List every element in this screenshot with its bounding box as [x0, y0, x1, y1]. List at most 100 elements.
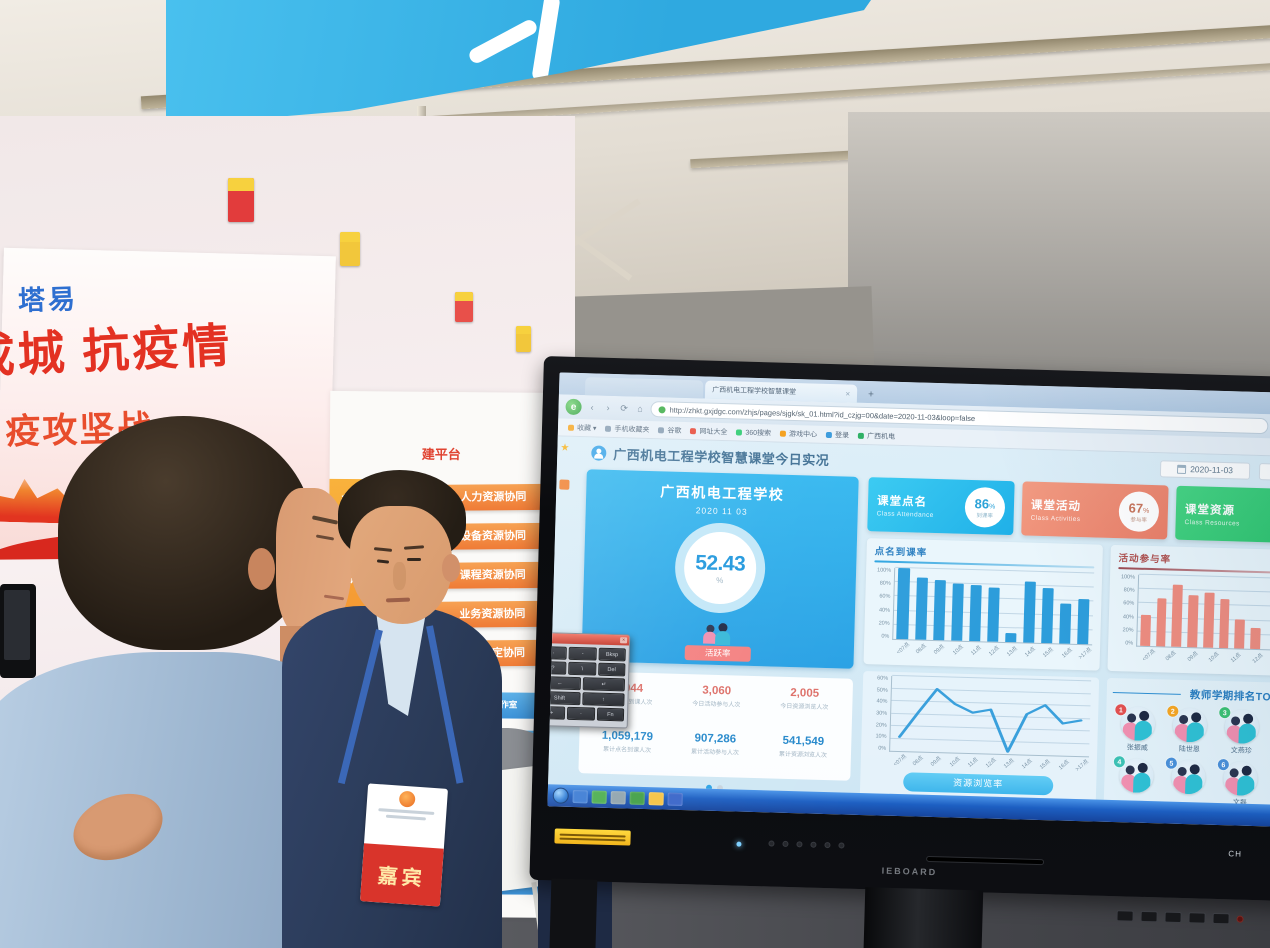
bar: [1059, 603, 1072, 644]
browser-logo-icon[interactable]: e: [565, 398, 582, 416]
osk-key[interactable]: ·: [567, 706, 595, 721]
bookmark-icon: [567, 424, 575, 431]
new-tab-button[interactable]: +: [867, 389, 875, 401]
badge-logo: [398, 790, 416, 808]
tv-bezel-label: CH: [1228, 849, 1243, 859]
url-text: http://zhkt.gxjdgc.com/zhjs/pages/sjgk/s…: [669, 405, 976, 423]
bookmark-icon: [780, 430, 787, 437]
attendance-bar-chart: 100% 80% 60% 40% 20% 0% <07点 08点 09点 10点 11点 12点 13点…: [872, 566, 1095, 662]
badge-text: 嘉宾: [359, 843, 444, 907]
booth-brand-text: 塔易: [17, 283, 79, 317]
bookmark-item[interactable]: 360搜索: [736, 427, 771, 438]
bar: [1140, 614, 1151, 647]
announcement-icon: [591, 444, 607, 461]
bar: [968, 584, 982, 642]
school-name: 广西机电工程学校: [660, 483, 785, 503]
osk-key[interactable]: ↵: [582, 677, 626, 692]
favorite-star-icon[interactable]: ★: [560, 442, 570, 454]
osk-key[interactable]: Del: [597, 662, 626, 677]
bookmark-icon: [690, 427, 697, 434]
network-icon[interactable]: [572, 789, 588, 803]
osk-key[interactable]: ?: [548, 660, 567, 675]
refresh-icon[interactable]: ⟳: [620, 402, 628, 413]
osk-key[interactable]: Fn: [596, 707, 625, 722]
kpi-en: Class Resources: [1184, 518, 1240, 527]
osk-key[interactable]: Shift: [548, 690, 581, 706]
bar: [932, 580, 946, 641]
bookmark-item[interactable]: 网址大全: [690, 426, 728, 437]
teacher-ranking-title: 教师学期排名TOP10: [1189, 689, 1270, 704]
tv-ports[interactable]: [1116, 910, 1244, 925]
active-rate-label: 活跃率: [684, 645, 751, 662]
kpi-en: Class Attendance: [876, 509, 934, 519]
bar: [1171, 584, 1184, 647]
teacher-name: 张振威: [1126, 744, 1148, 753]
browser-taskbar-icon[interactable]: [629, 791, 645, 805]
start-button[interactable]: [552, 787, 569, 804]
teacher-item: 4: [1110, 755, 1163, 805]
date-value: 2020-11-03: [1190, 464, 1234, 476]
stat-item: 907,286 累计活动参与人次: [690, 732, 740, 757]
app-icon[interactable]: [610, 790, 626, 804]
bookmark-item[interactable]: 登录: [825, 429, 849, 440]
banner-glyph-stroke: [531, 0, 561, 83]
bar: [1187, 595, 1199, 648]
forward-icon[interactable]: ›: [606, 402, 610, 413]
bookmark-icon: [736, 428, 743, 436]
bar: [1041, 588, 1054, 644]
bar: [1202, 592, 1215, 648]
bar: [950, 582, 964, 641]
bar: [896, 567, 910, 640]
bookmark-icon: [658, 426, 665, 433]
osk-key[interactable]: \: [568, 661, 597, 676]
osk-key[interactable]: ←: [548, 675, 582, 691]
page-edge-icons: ★: [559, 442, 570, 490]
bar: [1250, 627, 1261, 650]
on-screen-keyboard[interactable]: × · - Bksp? \ Del ← ↵ Shift ↑ + · Fn: [548, 631, 631, 729]
calendar-icon: [1177, 464, 1187, 474]
teacher-item: 1 张振威: [1111, 703, 1164, 753]
resource-rate-button[interactable]: 资源浏览率: [902, 772, 1054, 796]
back-icon[interactable]: ‹: [590, 402, 594, 413]
home-icon[interactable]: ⌂: [637, 403, 643, 414]
bar: [1023, 581, 1037, 643]
green-app-icon[interactable]: [591, 790, 607, 804]
active-rate-value: 52.43: [694, 550, 746, 576]
bookmark-item[interactable]: 收藏 ▾: [567, 422, 597, 433]
kpi-zh: 课堂活动: [1030, 499, 1082, 513]
stat-item: 3,060 今日活动参与人次: [692, 684, 741, 709]
tv-screen: 广西机电工程学校智慧课堂 × + e ‹ › ⟳ ⌂ http://zhkt.gx…: [547, 372, 1270, 829]
osk-key[interactable]: -: [568, 646, 597, 661]
bookmark-item[interactable]: 谷歌: [658, 425, 682, 436]
bookmark-item[interactable]: 广西机电: [857, 430, 895, 441]
teacher-grid: 1张振威2陆世恩3文燕珍456文磊7冯克刚8苏秀清910: [1107, 703, 1270, 806]
dark-device: [0, 584, 36, 678]
tv-brand-logo: IEBOARD: [881, 865, 938, 878]
window-icon[interactable]: [667, 792, 683, 806]
bar: [1077, 598, 1090, 645]
osk-key[interactable]: ·: [548, 645, 568, 660]
bookmark-item[interactable]: 游戏中心: [780, 428, 817, 439]
osk-key[interactable]: Bksp: [598, 647, 626, 662]
site-safety-icon: [658, 405, 666, 413]
bar: [987, 587, 1000, 642]
tv-stand-column: [853, 887, 984, 948]
resource-rate-chart-card: 60% 50% 40% 30% 20% 10% 0% <07点 08点 09点 10点 11点 12点 1…: [857, 671, 1100, 807]
teacher-ranking-card: 教师学期排名TOP10 1张振威2陆世恩3文燕珍456文磊7冯克刚8苏秀清910: [1100, 677, 1270, 807]
page-title: 广西机电工程学校智慧课堂今日实况: [613, 446, 830, 468]
bookmark-item[interactable]: 手机收藏夹: [605, 423, 650, 434]
close-icon[interactable]: ×: [620, 637, 628, 644]
face: [350, 506, 452, 624]
sidebar-tool-icon[interactable]: [559, 479, 570, 490]
browser-tab-1[interactable]: [584, 377, 704, 399]
folder-icon[interactable]: [648, 791, 664, 806]
date-picker[interactable]: 2020-11-03: [1159, 459, 1251, 480]
bar: [1234, 619, 1245, 649]
osk-key[interactable]: +: [548, 705, 566, 720]
tab-close-icon[interactable]: ×: [845, 388, 851, 399]
students-icon: [703, 622, 734, 646]
banner-glyph-stroke: [466, 17, 540, 66]
scope-select[interactable]: 全校: [1258, 462, 1270, 482]
poster-red-fragment: 建平台: [421, 446, 461, 463]
osk-key[interactable]: ↑: [582, 692, 625, 707]
